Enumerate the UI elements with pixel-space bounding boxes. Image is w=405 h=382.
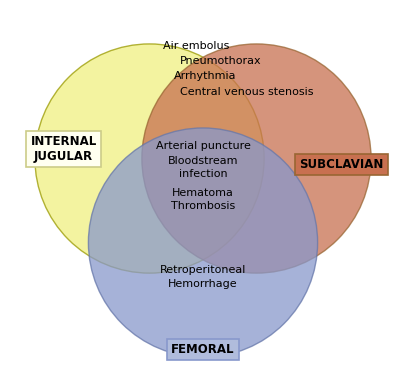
Text: INTERNAL
JUGULAR: INTERNAL JUGULAR [30,135,96,163]
Text: Hematoma: Hematoma [172,188,233,197]
Text: Retroperitoneal
Hemorrhage: Retroperitoneal Hemorrhage [160,265,245,288]
Text: Air embolus: Air embolus [162,41,229,51]
Circle shape [141,44,370,273]
Text: Thrombosis: Thrombosis [171,201,234,210]
Circle shape [88,128,317,357]
Text: Arrhythmia: Arrhythmia [174,71,236,81]
Text: Pneumothorax: Pneumothorax [180,56,261,66]
Text: FEMORAL: FEMORAL [171,343,234,356]
Circle shape [35,44,264,273]
Text: Bloodstream
infection: Bloodstream infection [167,156,238,179]
Text: Central venous stenosis: Central venous stenosis [180,87,313,97]
Text: Arterial puncture: Arterial puncture [155,141,250,151]
Text: SUBCLAVIAN: SUBCLAVIAN [298,158,383,171]
